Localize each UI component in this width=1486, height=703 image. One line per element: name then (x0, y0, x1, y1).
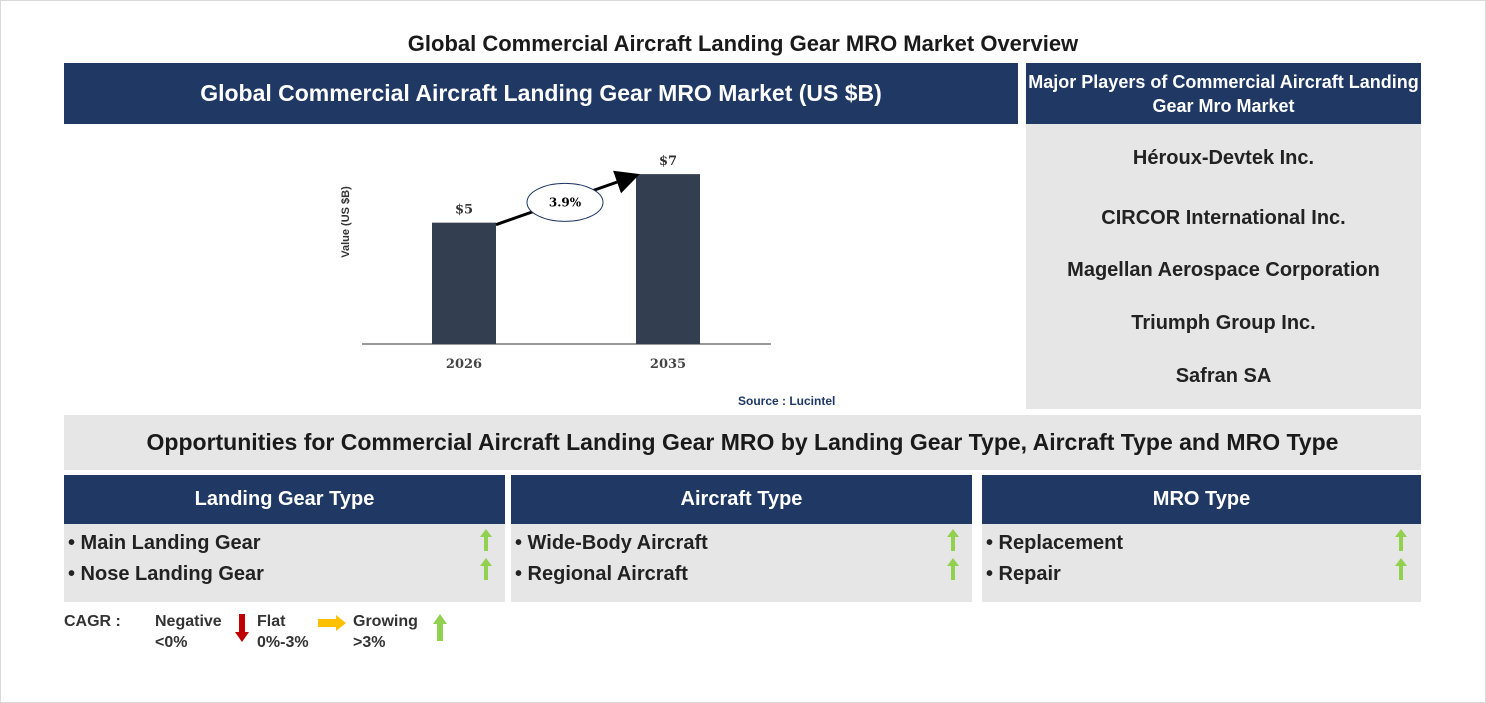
legend-growing-name: Growing (353, 613, 418, 630)
growing-arrow-icon (1395, 529, 1407, 551)
player-item: CIRCOR International Inc. (1101, 207, 1346, 229)
segment-body-mro-type: • Replacement • Repair (982, 524, 1421, 602)
legend-flat: Flat 0%-3% (257, 611, 309, 653)
segment-item: • Regional Aircraft (515, 563, 688, 585)
growing-arrow-icon (1395, 558, 1407, 580)
segment-item: • Nose Landing Gear (68, 563, 264, 585)
players-header: Major Players of Commercial Aircraft Lan… (1026, 63, 1421, 124)
player-item: Magellan Aerospace Corporation (1067, 259, 1380, 281)
cagr-ellipse (526, 182, 604, 222)
up-arrow-icon (433, 614, 447, 641)
opportunities-title: Opportunities for Commercial Aircraft La… (64, 415, 1421, 470)
data-label-2035: $7 (659, 154, 677, 169)
source-note: Source : Lucintel (738, 394, 836, 408)
x-tick-2035: 2035 (650, 357, 686, 372)
data-label-2026: $5 (455, 203, 473, 218)
segment-body-aircraft-type: • Wide-Body Aircraft • Regional Aircraft (511, 524, 972, 602)
cagr-label: 3.9% (549, 195, 582, 209)
segment-item: • Main Landing Gear (68, 532, 261, 554)
legend-flat-name: Flat (257, 613, 286, 630)
bar-2026 (432, 222, 496, 344)
right-arrow-icon (318, 615, 346, 631)
growing-arrow-icon (480, 558, 492, 580)
legend-flat-range: 0%-3% (257, 634, 309, 651)
growing-arrow-icon (947, 558, 959, 580)
page-title: Global Commercial Aircraft Landing Gear … (407, 31, 1079, 56)
legend-negative: Negative <0% (155, 611, 222, 653)
segment-item: • Replacement (986, 532, 1124, 554)
legend-label: CAGR : (64, 613, 121, 630)
segment-header-landing-gear-type: Landing Gear Type (64, 475, 505, 524)
segment-header-aircraft-type: Aircraft Type (511, 475, 972, 524)
bar-2035 (636, 174, 700, 344)
segment-body-landing-gear-type: • Main Landing Gear • Nose Landing Gear (64, 524, 505, 602)
player-item: Triumph Group Inc. (1131, 312, 1316, 334)
segment-header-mro-type: MRO Type (982, 475, 1421, 524)
y-axis-label: Value (US $B) (340, 186, 352, 258)
x-tick-2026: 2026 (446, 357, 482, 372)
player-item: Safran SA (1175, 365, 1272, 387)
growing-arrow-icon (947, 529, 959, 551)
legend-negative-range: <0% (155, 634, 188, 651)
legend-negative-name: Negative (155, 613, 222, 630)
segment-item: • Wide-Body Aircraft (515, 532, 708, 554)
down-arrow-icon (235, 614, 249, 642)
segment-item: • Repair (986, 563, 1061, 585)
chart-panel-header: Global Commercial Aircraft Landing Gear … (64, 63, 1018, 124)
legend-growing-range: >3% (353, 634, 386, 651)
growing-arrow-icon (480, 529, 492, 551)
player-item: Héroux-Devtek Inc. (1132, 147, 1315, 169)
market-bar-chart: Value (US $B) $5 2026 $7 2035 3.9% (340, 154, 771, 372)
legend-growing: Growing >3% (353, 611, 418, 653)
players-list: Héroux-Devtek Inc. CIRCOR International … (1026, 124, 1421, 409)
